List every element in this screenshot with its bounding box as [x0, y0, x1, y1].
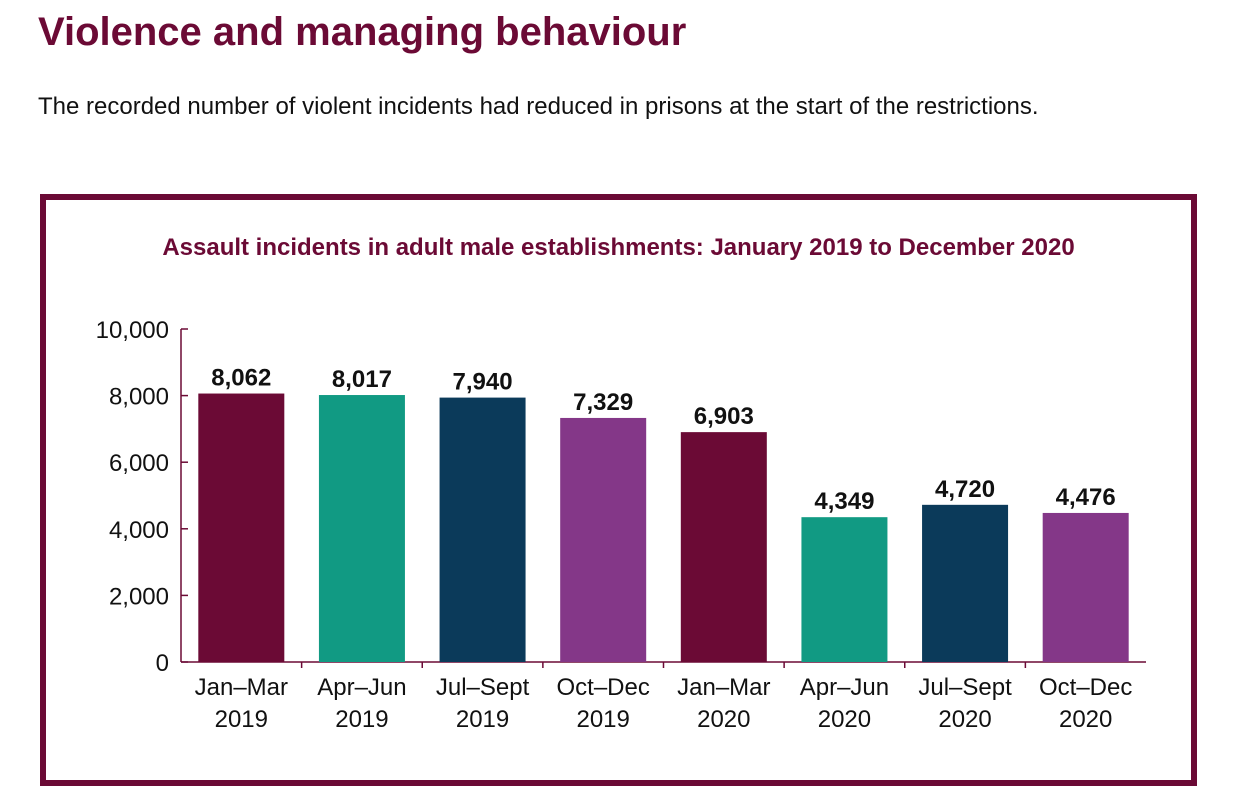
- intro-paragraph: The recorded number of violent incidents…: [38, 93, 1039, 120]
- bar: [439, 397, 526, 662]
- x-tick-label-year: 2019: [215, 706, 268, 733]
- x-tick-label-year: 2019: [576, 706, 629, 733]
- x-tick-label: Jan–Mar: [677, 674, 770, 701]
- x-tick-label: Jul–Sept: [436, 674, 530, 701]
- data-label: 4,720: [935, 476, 995, 503]
- bar: [1042, 512, 1129, 662]
- chart-panel: Assault incidents in adult male establis…: [40, 194, 1197, 786]
- page-heading: Violence and managing behaviour: [38, 10, 687, 54]
- y-tick-label: 8,000: [109, 384, 169, 411]
- data-label: 6,903: [694, 403, 754, 430]
- data-label: 4,476: [1056, 484, 1116, 511]
- y-tick-label: 4,000: [109, 517, 169, 544]
- y-tick-label: 10,000: [96, 317, 169, 344]
- chart-title: Assault incidents in adult male establis…: [162, 234, 1075, 261]
- x-tick-label: Apr–Jun: [317, 674, 406, 701]
- y-tick-label: 2,000: [109, 583, 169, 610]
- bar: [318, 395, 405, 662]
- bar: [922, 504, 1009, 662]
- bar: [560, 417, 647, 662]
- x-tick-label: Oct–Dec: [557, 674, 650, 701]
- bar-chart: 0 2,000 4,000 6,000 8,000 10,000 8,062 Jan–Mar 2…: [96, 317, 1146, 733]
- x-tick-label-year: 2019: [456, 706, 509, 733]
- x-tick-label: Oct–Dec: [1039, 674, 1132, 701]
- y-tick-label: 6,000: [109, 450, 169, 477]
- data-label: 8,062: [211, 365, 271, 392]
- x-tick-label: Jan–Mar: [195, 674, 288, 701]
- data-label: 4,349: [814, 488, 874, 515]
- data-label: 8,017: [332, 366, 392, 393]
- x-tick-label: Apr–Jun: [800, 674, 889, 701]
- x-tick-label-year: 2019: [335, 706, 388, 733]
- x-tick-label-year: 2020: [697, 706, 750, 733]
- data-label: 7,329: [573, 389, 633, 416]
- bar: [680, 432, 767, 662]
- y-tick-label: 0: [156, 650, 169, 677]
- x-tick-label-year: 2020: [818, 706, 871, 733]
- bar: [801, 517, 888, 662]
- data-label: 7,940: [453, 369, 513, 396]
- x-tick-label-year: 2020: [1059, 706, 1112, 733]
- bar: [198, 393, 285, 662]
- x-tick-label: Jul–Sept: [918, 674, 1012, 701]
- x-tick-label-year: 2020: [938, 706, 991, 733]
